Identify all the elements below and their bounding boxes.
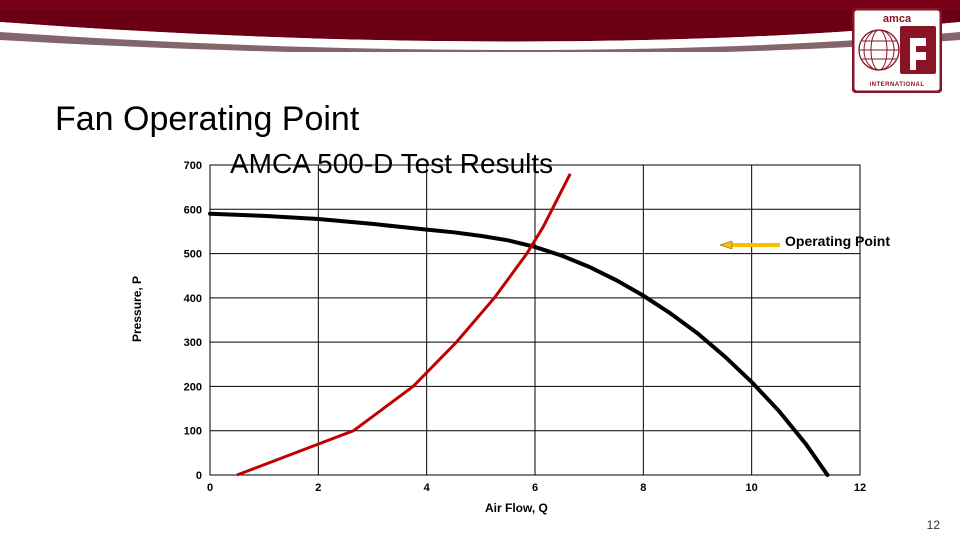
chart-svg: 0 100 200 300 400 500 600 700 0 2 4 6 8 10 12 bbox=[150, 160, 870, 505]
svg-text:400: 400 bbox=[184, 293, 202, 305]
svg-text:8: 8 bbox=[640, 482, 646, 494]
svg-text:0: 0 bbox=[207, 482, 213, 494]
y-axis-label: Pressure, P bbox=[130, 276, 144, 342]
svg-text:INTERNATIONAL: INTERNATIONAL bbox=[869, 82, 924, 88]
svg-text:500: 500 bbox=[184, 249, 202, 261]
svg-text:100: 100 bbox=[184, 426, 202, 438]
svg-text:6: 6 bbox=[532, 482, 538, 494]
fan-chart: 0 100 200 300 400 500 600 700 0 2 4 6 8 10 12 bbox=[150, 160, 870, 505]
header-band bbox=[0, 0, 960, 55]
svg-text:0: 0 bbox=[196, 470, 202, 482]
header-top-bar bbox=[0, 0, 960, 10]
svg-text:4: 4 bbox=[424, 482, 431, 494]
arrow-icon bbox=[720, 241, 780, 249]
svg-text:2: 2 bbox=[315, 482, 321, 494]
svg-text:amca: amca bbox=[883, 13, 912, 25]
operating-point-label: Operating Point bbox=[785, 233, 890, 249]
header-swoosh bbox=[0, 10, 960, 52]
svg-text:700: 700 bbox=[184, 160, 202, 172]
svg-text:12: 12 bbox=[854, 482, 866, 494]
svg-text:600: 600 bbox=[184, 204, 202, 216]
page-title: Fan Operating Point bbox=[55, 100, 359, 139]
brand-logo: amca INTERNATIONAL bbox=[852, 8, 942, 93]
x-axis-label: Air Flow, Q bbox=[485, 501, 548, 515]
amca-logo-icon: amca INTERNATIONAL bbox=[852, 8, 942, 93]
svg-text:200: 200 bbox=[184, 381, 202, 393]
svg-text:10: 10 bbox=[746, 482, 758, 494]
page-number: 12 bbox=[927, 518, 940, 532]
svg-text:300: 300 bbox=[184, 337, 202, 349]
